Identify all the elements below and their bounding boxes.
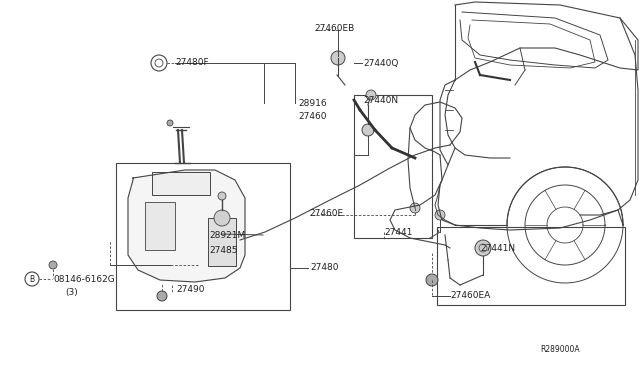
- Bar: [208, 218, 236, 266]
- Text: 27441: 27441: [384, 228, 412, 237]
- Circle shape: [331, 51, 345, 65]
- Text: 27460EA: 27460EA: [450, 292, 490, 301]
- Circle shape: [214, 210, 230, 226]
- Text: 27460: 27460: [298, 112, 326, 121]
- Text: 27440N: 27440N: [363, 96, 398, 105]
- Bar: [354, 95, 432, 238]
- Circle shape: [410, 203, 420, 213]
- Text: (3): (3): [65, 288, 77, 296]
- Circle shape: [366, 90, 376, 100]
- Text: 27490: 27490: [176, 285, 205, 295]
- Circle shape: [218, 192, 226, 200]
- Text: 08146-6162G: 08146-6162G: [53, 275, 115, 283]
- Bar: [116, 163, 290, 310]
- Text: 28916: 28916: [298, 99, 326, 108]
- Text: 27480: 27480: [310, 263, 339, 273]
- Text: 27485: 27485: [209, 246, 237, 254]
- Circle shape: [435, 210, 445, 220]
- Circle shape: [157, 291, 167, 301]
- Text: 28921M: 28921M: [209, 231, 245, 240]
- Circle shape: [167, 120, 173, 126]
- Text: 27441N: 27441N: [480, 244, 515, 253]
- Text: 27440Q: 27440Q: [363, 58, 398, 67]
- Polygon shape: [128, 170, 245, 282]
- Bar: [437, 227, 625, 305]
- Text: 27460EB: 27460EB: [314, 23, 355, 32]
- Text: 27460E: 27460E: [309, 208, 343, 218]
- Circle shape: [426, 274, 438, 286]
- Text: 27480F: 27480F: [175, 58, 209, 67]
- Circle shape: [49, 261, 57, 269]
- Bar: [152, 172, 210, 195]
- Text: R289000A: R289000A: [540, 346, 580, 355]
- Bar: [145, 202, 175, 250]
- Text: B: B: [29, 275, 35, 283]
- Circle shape: [362, 124, 374, 136]
- Circle shape: [475, 240, 491, 256]
